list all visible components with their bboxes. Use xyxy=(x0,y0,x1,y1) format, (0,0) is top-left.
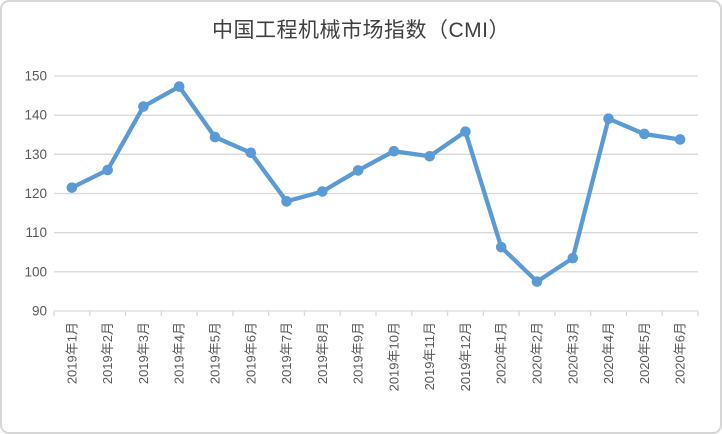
data-point xyxy=(209,131,221,143)
x-axis-tick-label: 2020年5月 xyxy=(637,322,652,384)
x-axis-tick-label: 2019年3月 xyxy=(136,322,151,384)
data-point xyxy=(102,164,113,176)
y-axis-tick-label: 120 xyxy=(24,186,47,201)
data-point xyxy=(138,101,149,112)
x-axis-tick-label: 2019年7月 xyxy=(279,322,294,384)
x-axis-tick-label: 2020年4月 xyxy=(601,322,616,384)
x-axis-tick-label: 2020年3月 xyxy=(565,322,580,384)
data-point xyxy=(603,113,614,124)
x-axis-tick-label: 2019年4月 xyxy=(172,322,187,384)
data-point xyxy=(424,150,435,162)
x-axis-tick-label: 2019年5月 xyxy=(208,322,223,384)
x-axis-tick-label: 2019年1月 xyxy=(64,322,79,384)
x-axis-tick-label: 2020年1月 xyxy=(494,322,509,384)
x-axis-tick-label: 2019年8月 xyxy=(315,322,330,384)
y-axis-tick-label: 100 xyxy=(24,264,47,279)
x-axis-tick-label: 2020年6月 xyxy=(673,322,688,384)
data-line xyxy=(69,84,683,284)
data-point xyxy=(674,134,686,145)
data-point xyxy=(173,81,185,92)
chart-title: 中国工程机械市场指数（CMI） xyxy=(212,19,510,42)
y-axis-tick-label: 90 xyxy=(32,304,47,319)
x-axis-tick-label: 2019年2月 xyxy=(100,322,115,384)
x-axis-tick-label: 2020年2月 xyxy=(530,322,545,384)
data-point xyxy=(531,276,543,287)
y-axis-tick-label: 140 xyxy=(24,108,47,123)
y-axis-tick-label: 150 xyxy=(24,69,47,84)
x-axis-tick-label: 2019年12月 xyxy=(458,322,473,391)
data-point xyxy=(639,128,650,140)
x-axis-tick-label: 2019年10月 xyxy=(386,322,401,391)
data-point xyxy=(281,196,292,207)
y-axis-tick-label: 130 xyxy=(24,147,47,162)
y-axis-tick-label: 110 xyxy=(25,225,47,240)
data-point xyxy=(245,147,257,159)
data-point xyxy=(66,182,78,193)
data-point xyxy=(460,126,471,137)
x-axis-tick-label: 2019年11月 xyxy=(422,322,437,390)
data-point xyxy=(567,252,579,264)
data-point xyxy=(388,145,400,157)
x-axis-tick-label: 2019年9月 xyxy=(351,322,366,384)
data-point xyxy=(317,186,328,197)
data-point xyxy=(495,241,507,253)
x-axis-tick-label: 2019年6月 xyxy=(243,322,258,384)
data-point xyxy=(352,165,364,176)
